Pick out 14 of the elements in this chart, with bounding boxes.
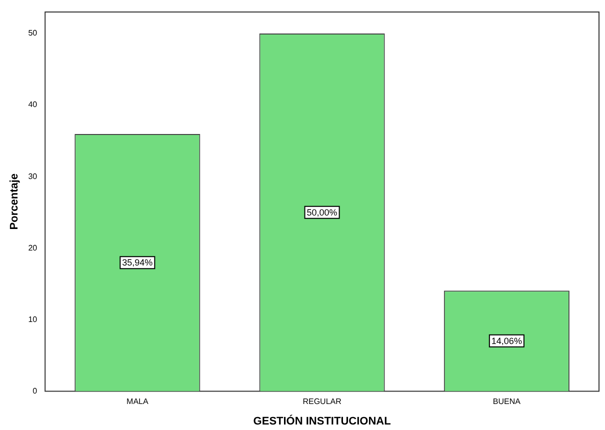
y-tick-label: 50: [28, 28, 38, 38]
y-tick-label: 30: [28, 172, 38, 181]
data-label: 14,06%: [491, 336, 522, 346]
y-tick-label: 10: [28, 314, 38, 324]
y-tick-label: 0: [32, 386, 38, 396]
x-tick-label: REGULAR: [302, 397, 342, 406]
x-tick-label: MALA: [126, 397, 149, 406]
x-tick-label: BUENA: [492, 397, 522, 406]
y-tick-label: 40: [28, 100, 38, 110]
y-axis-title: Porcentaje: [8, 173, 21, 230]
x-axis-title: GESTIÓN INSTITUCIONAL: [253, 414, 392, 428]
data-label: 35,94%: [122, 258, 153, 268]
y-tick-label: 20: [28, 243, 38, 252]
data-label: 50,00%: [306, 207, 338, 218]
